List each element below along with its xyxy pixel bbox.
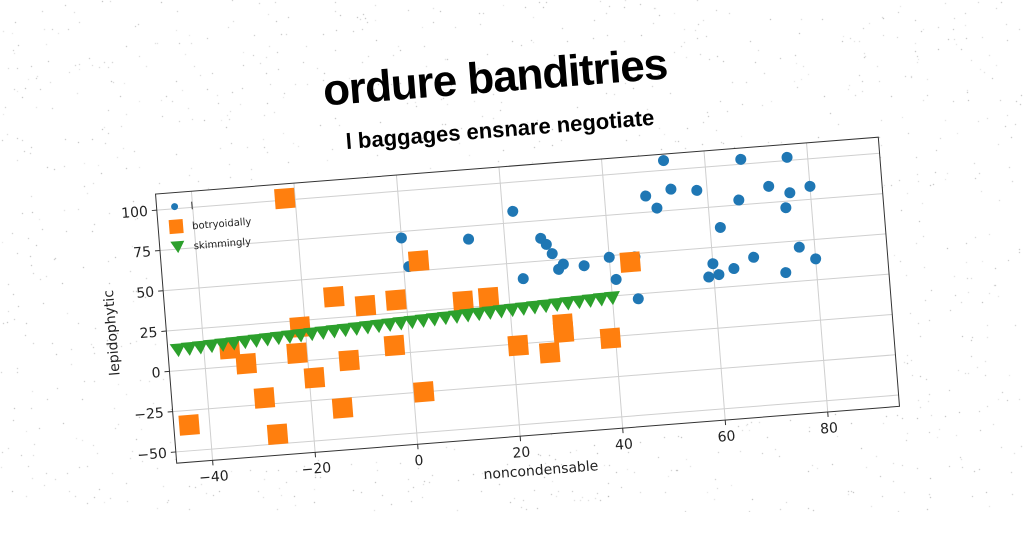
y-tick-label: 0 <box>151 365 161 382</box>
y-tick-label: 25 <box>139 325 158 342</box>
data-point-botryoidally <box>539 342 561 364</box>
data-point-botryoidally <box>332 397 354 419</box>
x-tick-label: −40 <box>199 468 230 486</box>
data-point-botryoidally <box>274 188 296 210</box>
y-tick-label: 75 <box>133 244 152 261</box>
data-point-botryoidally <box>267 423 289 445</box>
data-point-botryoidally <box>338 350 360 372</box>
y-tick-label: −25 <box>134 405 165 423</box>
x-tick-label: 80 <box>820 420 839 437</box>
data-point-botryoidally <box>619 251 641 273</box>
x-tick-label: 60 <box>717 428 736 445</box>
data-point-botryoidally <box>600 328 622 350</box>
data-point-botryoidally <box>304 367 326 389</box>
y-tick-label: 100 <box>121 204 149 222</box>
data-point-botryoidally <box>507 335 529 357</box>
data-point-botryoidally <box>408 250 430 272</box>
y-tick-label: −50 <box>137 446 168 464</box>
data-point-botryoidally <box>355 295 377 317</box>
data-point-botryoidally <box>384 335 406 357</box>
x-tick-label: 0 <box>414 453 424 470</box>
legend-marker-botryoidally <box>169 219 184 234</box>
x-axis-label: noncondensable <box>483 458 599 483</box>
data-point-botryoidally <box>286 342 308 364</box>
y-axis-label: lepidophytic <box>101 289 124 376</box>
y-tick-label: 50 <box>136 284 155 301</box>
x-tick-label: 20 <box>512 444 531 461</box>
data-point-botryoidally <box>254 387 276 409</box>
data-point-botryoidally <box>385 289 407 311</box>
data-point-botryoidally <box>323 286 345 308</box>
data-point-botryoidally <box>478 287 500 309</box>
x-tick-label: −20 <box>301 460 332 478</box>
data-point-botryoidally <box>178 414 200 436</box>
x-tick-label: 40 <box>614 436 633 453</box>
data-point-botryoidally <box>552 313 574 335</box>
data-point-botryoidally <box>235 353 257 375</box>
data-point-botryoidally <box>413 381 435 403</box>
plot-background <box>156 137 900 463</box>
